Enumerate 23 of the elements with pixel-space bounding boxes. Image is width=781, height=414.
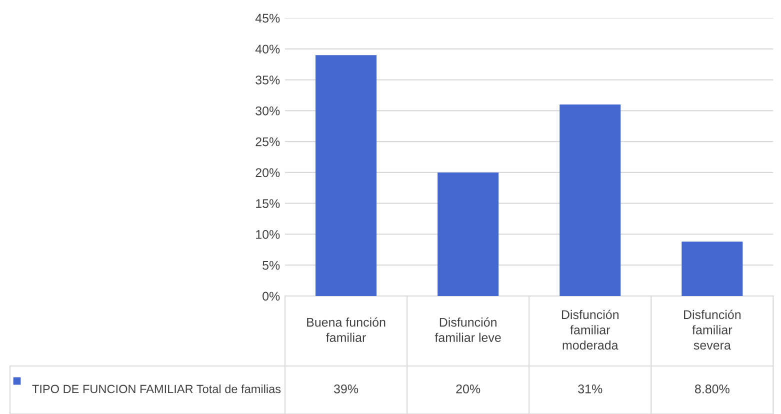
y-tick-label: 30% [256,106,280,116]
y-tick-label: 10% [256,230,280,239]
data-label: 31% [578,384,602,394]
y-tick-label: 40% [255,44,280,54]
y-tick-label: 0% [262,292,280,301]
x-tick-label: Disfunción familiar severa [684,310,741,350]
y-tick-label: 45% [255,14,280,23]
y-tick-label: 25% [256,137,280,146]
data-label: 39% [334,384,358,394]
x-tick-label: Disfunción familiar leve [434,317,501,342]
x-tick-label: Buena función familiar [307,317,386,342]
y-tick-label: 15% [256,199,280,208]
bar [316,55,377,296]
data-label: 20% [456,384,480,394]
bar [682,242,743,296]
bar [438,172,499,296]
x-tick-label: Disfunción familiar moderada [562,310,618,350]
y-tick-label: 20% [256,168,280,178]
data-label: 8.80% [694,384,730,394]
y-tick-label: 35% [256,76,280,84]
y-tick-label: 5% [262,260,280,270]
bar [560,104,621,296]
legend-label: TIPO DE FUNCION FAMILIAR Total de familias [32,384,281,394]
